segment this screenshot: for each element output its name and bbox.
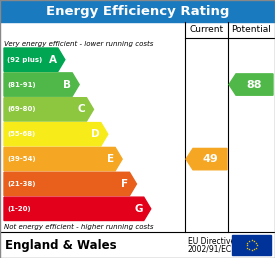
Polygon shape: [4, 48, 65, 71]
Text: 2002/91/EC: 2002/91/EC: [188, 244, 232, 253]
Text: (55-68): (55-68): [7, 131, 35, 137]
Text: (39-54): (39-54): [7, 156, 36, 162]
Text: Potential: Potential: [232, 26, 271, 35]
Text: G: G: [134, 204, 143, 214]
Text: England & Wales: England & Wales: [5, 238, 117, 252]
Text: Energy Efficiency Rating: Energy Efficiency Rating: [46, 4, 229, 18]
Polygon shape: [4, 123, 108, 146]
Text: 88: 88: [247, 79, 262, 90]
Text: Not energy efficient - higher running costs: Not energy efficient - higher running co…: [4, 224, 153, 230]
Text: (69-80): (69-80): [7, 106, 35, 112]
Polygon shape: [4, 197, 151, 221]
Polygon shape: [186, 148, 227, 170]
Bar: [0, 232, 275, 258]
Text: EU Directive: EU Directive: [188, 237, 235, 246]
Bar: [0, 0, 275, 22]
Polygon shape: [4, 98, 94, 121]
Text: Current: Current: [189, 26, 224, 35]
Text: C: C: [78, 104, 86, 114]
Text: (1-20): (1-20): [7, 206, 31, 212]
Polygon shape: [4, 147, 122, 171]
Text: 49: 49: [202, 154, 218, 164]
Text: B: B: [63, 79, 71, 90]
Text: A: A: [49, 55, 57, 65]
Text: F: F: [121, 179, 128, 189]
Text: Very energy efficient - lower running costs: Very energy efficient - lower running co…: [4, 41, 153, 47]
Text: (81-91): (81-91): [7, 82, 36, 87]
Polygon shape: [4, 73, 79, 96]
Bar: [232, 235, 271, 255]
Polygon shape: [229, 74, 273, 95]
Text: E: E: [107, 154, 114, 164]
Text: D: D: [91, 129, 100, 139]
Text: (92 plus): (92 plus): [7, 57, 42, 63]
Polygon shape: [4, 172, 136, 196]
Text: (21-38): (21-38): [7, 181, 35, 187]
